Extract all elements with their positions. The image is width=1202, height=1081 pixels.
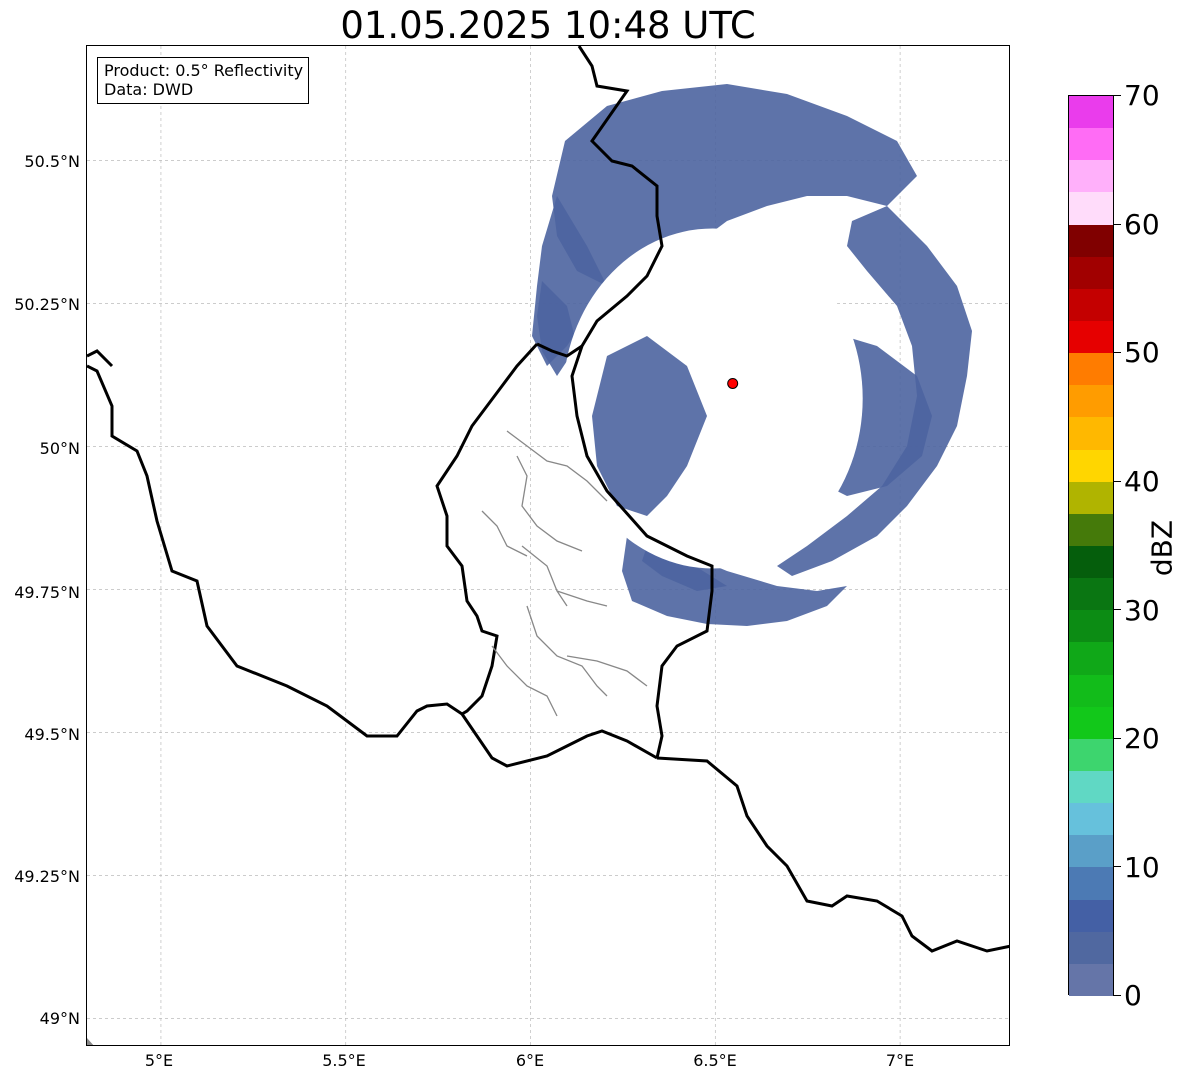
- colorbar-segment: [1069, 642, 1113, 676]
- colorbar-tick-label: 40: [1124, 465, 1160, 498]
- colorbar-segment: [1069, 353, 1113, 386]
- colorbar-tick-mark: [1113, 995, 1121, 996]
- lat-tick-label: 49.5°N: [24, 725, 80, 744]
- colorbar-segment: [1069, 706, 1113, 740]
- colorbar-segment: [1069, 321, 1113, 354]
- colorbar-segment: [1069, 738, 1113, 772]
- colorbar-tick-mark: [1113, 866, 1121, 868]
- map-corner-land: [87, 1038, 94, 1045]
- lon-tick-label: 6.5°E: [693, 1051, 737, 1070]
- colorbar-segment: [1069, 899, 1113, 933]
- colorbar-segment: [1069, 963, 1113, 997]
- lon-tick-label: 5°E: [144, 1051, 174, 1070]
- echo-east-arc: [777, 206, 972, 576]
- lat-tick-label: 49°N: [39, 1009, 80, 1028]
- product-text: Product: 0.5° Reflectivity: [104, 61, 304, 80]
- colorbar-segment: [1069, 481, 1113, 515]
- border-lux-internal: [481, 430, 648, 717]
- colorbar-tick-mark: [1113, 737, 1121, 739]
- lat-tick-label: 50°N: [39, 439, 80, 458]
- lat-tick-label: 49.75°N: [14, 583, 80, 602]
- colorbar-segment: [1069, 449, 1113, 483]
- colorbar-segment: [1069, 578, 1113, 611]
- colorbar-segment: [1069, 835, 1113, 868]
- colorbar-tick-mark: [1113, 480, 1121, 482]
- border-west-france: [87, 364, 658, 768]
- colorbar-tick-label: 50: [1124, 336, 1160, 369]
- echo-west-scatter: [537, 281, 577, 376]
- colorbar-tick-mark: [1113, 609, 1121, 611]
- lat-tick-label: 49.25°N: [14, 867, 80, 886]
- lat-tick-label: 50.5°N: [24, 152, 80, 171]
- reflectivity-echoes: [532, 84, 972, 626]
- colorbar-tick-mark: [1113, 95, 1121, 96]
- colorbar-segment: [1069, 513, 1113, 547]
- border-south-germany: [656, 756, 1009, 953]
- echo-north-arc: [552, 84, 917, 286]
- colorbar-segment: [1069, 256, 1113, 290]
- lon-tick-label: 5.5°E: [322, 1051, 366, 1070]
- lat-tick-label: 50.25°N: [14, 295, 80, 314]
- colorbar-segment: [1069, 546, 1113, 579]
- echo-inner-ring: [592, 336, 707, 516]
- colorbar-tick-label: 60: [1124, 208, 1160, 241]
- colorbar-segment: [1069, 803, 1113, 836]
- colorbar-tick-mark: [1113, 223, 1121, 225]
- country-borders: [87, 46, 1009, 953]
- colorbar-segment: [1069, 224, 1113, 258]
- colorbar-tick-label: 20: [1124, 722, 1160, 755]
- radar-map: [86, 45, 1010, 1046]
- border-luxembourg: [435, 342, 539, 716]
- colorbar-segment: [1069, 417, 1113, 451]
- colorbar-segment: [1069, 128, 1113, 161]
- colorbar-segment: [1069, 160, 1113, 193]
- colorbar-tick-label: 70: [1124, 79, 1160, 112]
- colorbar-tick-mark: [1113, 352, 1121, 354]
- colorbar-tick-label: 0: [1124, 979, 1142, 1012]
- colorbar-segment: [1069, 192, 1113, 226]
- map-canvas: [87, 46, 1009, 1045]
- colorbar-segment: [1069, 674, 1113, 708]
- lon-tick-label: 6°E: [515, 1051, 545, 1070]
- product-info-box: Product: 0.5° Reflectivity Data: DWD: [97, 57, 310, 104]
- colorbar-segment: [1069, 771, 1113, 804]
- colorbar-unit-label: dBZ: [1145, 519, 1179, 577]
- map-title: 01.05.2025 10:48 UTC: [340, 4, 756, 47]
- lon-tick-label: 7°E: [885, 1051, 915, 1070]
- colorbar-segment: [1069, 385, 1113, 418]
- colorbar-segment: [1069, 931, 1113, 965]
- data-source-text: Data: DWD: [104, 80, 194, 99]
- colorbar: [1068, 95, 1114, 997]
- colorbar-segment: [1069, 288, 1113, 322]
- radar-site-marker: [727, 377, 739, 389]
- colorbar-tick-label: 30: [1124, 594, 1160, 627]
- colorbar-tick-label: 10: [1124, 851, 1160, 884]
- colorbar-segment: [1069, 96, 1113, 129]
- border-belgium-north: [87, 342, 583, 368]
- colorbar-segment: [1069, 867, 1113, 901]
- border-main: [570, 46, 714, 759]
- colorbar-segment: [1069, 610, 1113, 643]
